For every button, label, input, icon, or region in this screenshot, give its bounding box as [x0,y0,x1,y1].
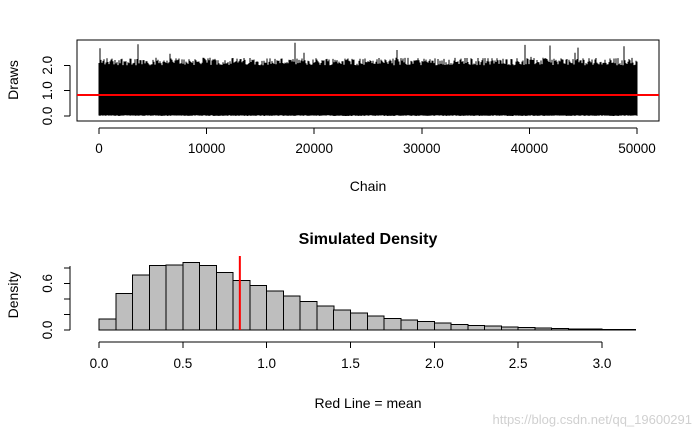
histogram-bar [433,322,452,331]
watermark: https://blog.csdn.net/qq_19600291 [493,412,693,427]
trace-y-tick-label: 2.0 [40,56,55,75]
trace-plot-frame [76,39,660,122]
trace-y-tick-label: 0.0 [40,107,55,126]
histogram-bar [568,328,586,331]
histogram-x-tick-label: 2.0 [425,356,444,371]
trace-y-ticks: 0.0 1.0 2.0 [40,56,70,125]
histogram-bar [383,317,402,331]
trace-y-tick-label: 1.0 [40,81,55,100]
histogram-bar [165,264,184,331]
histogram-x-ticks: 0.0 0.5 1.0 1.5 2.0 2.5 3.0 [90,342,612,371]
histogram-bar [249,285,268,331]
trace-x-tick-label: 10000 [188,141,226,156]
histogram-x-tick-label: 1.5 [341,356,360,371]
histogram-y-ticks: 0.0 0.6 [40,267,70,340]
histogram-bar [182,261,201,331]
histogram-bar [333,309,352,331]
histogram-x-tick-label: 1.0 [257,356,276,371]
histogram-bar [484,325,502,331]
histogram-bars [98,261,637,331]
histogram-bar [467,324,486,331]
histogram-bar [316,305,335,331]
trace-draws [98,42,638,116]
histogram-x-label: Red Line = mean [314,395,421,411]
trace-x-tick-label: 30000 [403,141,441,156]
histogram-bar [232,279,251,331]
histogram-bar [551,327,570,331]
histogram-bar [199,265,217,331]
trace-x-tick-label: 50000 [618,141,656,156]
histogram-bar [417,321,435,331]
histogram-x-tick-label: 3.0 [593,356,612,371]
histogram-x-tick-label: 0.5 [173,356,192,371]
histogram-x-tick-label: 2.5 [509,356,528,371]
histogram-bar [400,319,419,331]
histogram-bar [98,318,117,331]
histogram-bar [618,329,637,331]
histogram-y-tick-label: 0.0 [40,321,55,340]
histogram-bar [601,328,620,331]
histogram-bar [350,312,368,331]
histogram-bar [584,328,603,331]
histogram-title: Simulated Density [299,231,438,248]
histogram-bar [215,272,234,331]
histogram-bar [115,293,134,331]
trace-x-tick-label: 0 [95,141,103,156]
trace-x-tick-label: 40000 [511,141,549,156]
histogram-y-label: Density [5,272,21,319]
histogram-bar [500,326,519,331]
density-histogram: Simulated Density 0.0 0.5 1.0 1.5 2.0 2.5 3.0 … [5,231,637,411]
histogram-bar [282,295,301,331]
trace-x-ticks: 0 10000 20000 30000 40000 50000 [95,128,656,156]
histogram-bar [517,327,536,331]
histogram-bar [450,324,469,331]
histogram-y-tick-label: 0.6 [40,274,55,293]
histogram-bar [299,300,318,331]
trace-draws-path [98,42,638,116]
histogram-bar [534,327,553,331]
trace-y-label: Draws [5,60,21,100]
histogram-bar [366,315,385,331]
histogram-x-tick-label: 0.0 [90,356,109,371]
histogram-bar [132,274,150,331]
trace-x-label: Chain [350,178,387,194]
trace-plot: 0 10000 20000 30000 40000 50000 0.0 1.0 2.0 Cha… [5,39,660,194]
trace-x-tick-label: 20000 [295,141,333,156]
histogram-bar [266,290,285,331]
histogram-bar [148,265,167,331]
